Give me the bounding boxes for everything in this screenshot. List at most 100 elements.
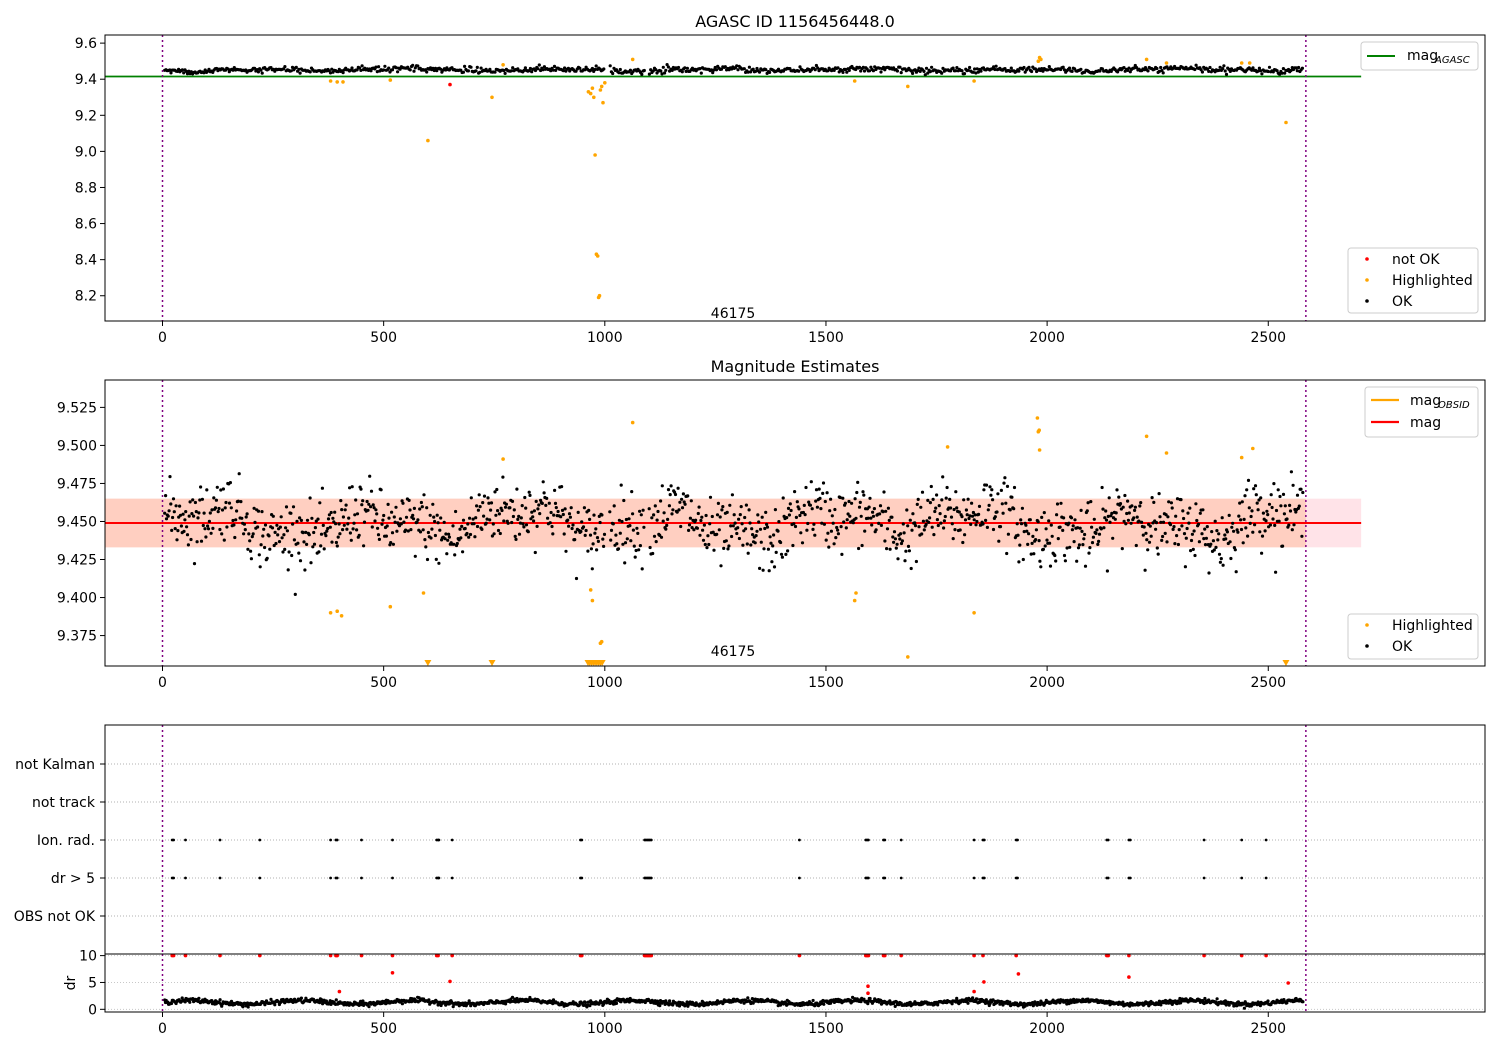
data-point: [836, 532, 841, 536]
data-point: [1134, 543, 1138, 548]
data-point: [1090, 525, 1094, 529]
data-point: [357, 533, 361, 537]
flag-point-dr: [335, 876, 339, 880]
data-point: [971, 70, 976, 74]
data-point: [797, 69, 801, 73]
data-point: [664, 527, 668, 531]
data-point: [1267, 65, 1272, 69]
data-point: [530, 510, 534, 514]
data-point: [699, 71, 703, 75]
data-point: [595, 548, 599, 552]
data-point: [1100, 485, 1104, 490]
data-point: [258, 953, 262, 958]
data-point: [1009, 66, 1013, 70]
data-point: [846, 512, 850, 516]
data-point: [240, 516, 244, 520]
data-point: [1289, 470, 1293, 474]
data-point: [690, 526, 694, 530]
data-point: [1008, 69, 1012, 73]
data-point: [966, 497, 970, 501]
data-point: [416, 518, 420, 522]
data-point: [777, 520, 781, 524]
data-point: [534, 499, 538, 503]
data-point: [659, 535, 664, 539]
data-point: [302, 540, 306, 544]
x-tick-label: 0: [158, 675, 167, 691]
data-point: [806, 521, 810, 526]
data-point: [757, 70, 762, 74]
data-point: [554, 506, 558, 510]
data-point: [515, 996, 519, 1001]
data-point: [768, 70, 772, 74]
data-point: [930, 65, 934, 69]
data-point: [878, 504, 883, 508]
data-point: [661, 65, 665, 69]
data-point: [770, 560, 774, 564]
data-point: [1250, 68, 1254, 72]
data-point: [1088, 546, 1092, 550]
data-point: [1043, 544, 1047, 548]
data-point: [279, 515, 283, 519]
data-point: [764, 68, 768, 72]
flag-point-ion-rad: [1106, 838, 1110, 842]
data-point: [997, 539, 1001, 543]
data-point: [829, 497, 833, 501]
data-point: [756, 513, 760, 517]
data-point: [648, 545, 652, 550]
data-point: [936, 523, 940, 528]
data-point: [1300, 66, 1304, 70]
data-point: [547, 501, 551, 505]
data-point: [468, 516, 472, 520]
x-tick-label: 2000: [1029, 1021, 1065, 1037]
flag-point-ion-rad: [1202, 838, 1206, 842]
data-point: [671, 508, 675, 512]
data-point: [1247, 506, 1251, 510]
data-point: [668, 493, 672, 497]
data-point: [563, 507, 567, 511]
data-point: [1156, 552, 1160, 556]
data-point: [1016, 533, 1020, 537]
data-point: [779, 552, 784, 556]
data-point: [934, 506, 938, 510]
data-point: [1251, 446, 1255, 451]
data-point: [545, 496, 549, 500]
data-point: [595, 536, 600, 540]
data-point: [1040, 67, 1044, 71]
data-point: [1266, 69, 1270, 74]
data-point: [972, 611, 976, 615]
data-point: [1083, 564, 1088, 568]
data-point: [386, 502, 390, 506]
data-point: [1044, 527, 1048, 531]
data-point: [915, 502, 919, 506]
data-point: [520, 504, 524, 508]
data-point: [1197, 540, 1201, 544]
data-point: [993, 67, 997, 72]
data-point: [949, 506, 953, 510]
data-point: [283, 547, 287, 552]
data-point: [1224, 72, 1229, 76]
data-point: [1301, 1000, 1305, 1004]
data-point: [829, 1001, 833, 1005]
flag-point-dr: [172, 876, 176, 880]
data-point: [1234, 570, 1238, 574]
data-point: [1152, 500, 1156, 504]
data-point: [224, 500, 228, 505]
data-point: [973, 513, 977, 517]
data-point: [760, 515, 764, 519]
data-point: [662, 511, 666, 515]
data-point: [747, 65, 752, 69]
data-point: [887, 518, 891, 523]
data-point: [830, 514, 834, 518]
data-point: [659, 499, 663, 503]
data-point: [1211, 539, 1215, 543]
data-point: [581, 525, 586, 529]
data-point: [496, 509, 500, 513]
data-point: [839, 525, 843, 529]
y-tick-label: 8.2: [75, 289, 97, 305]
flag-point-ion-rad: [1128, 838, 1132, 842]
data-point: [448, 979, 452, 984]
data-point: [1229, 556, 1233, 561]
data-point: [741, 543, 745, 547]
data-point: [1195, 518, 1199, 523]
data-point: [982, 980, 986, 984]
